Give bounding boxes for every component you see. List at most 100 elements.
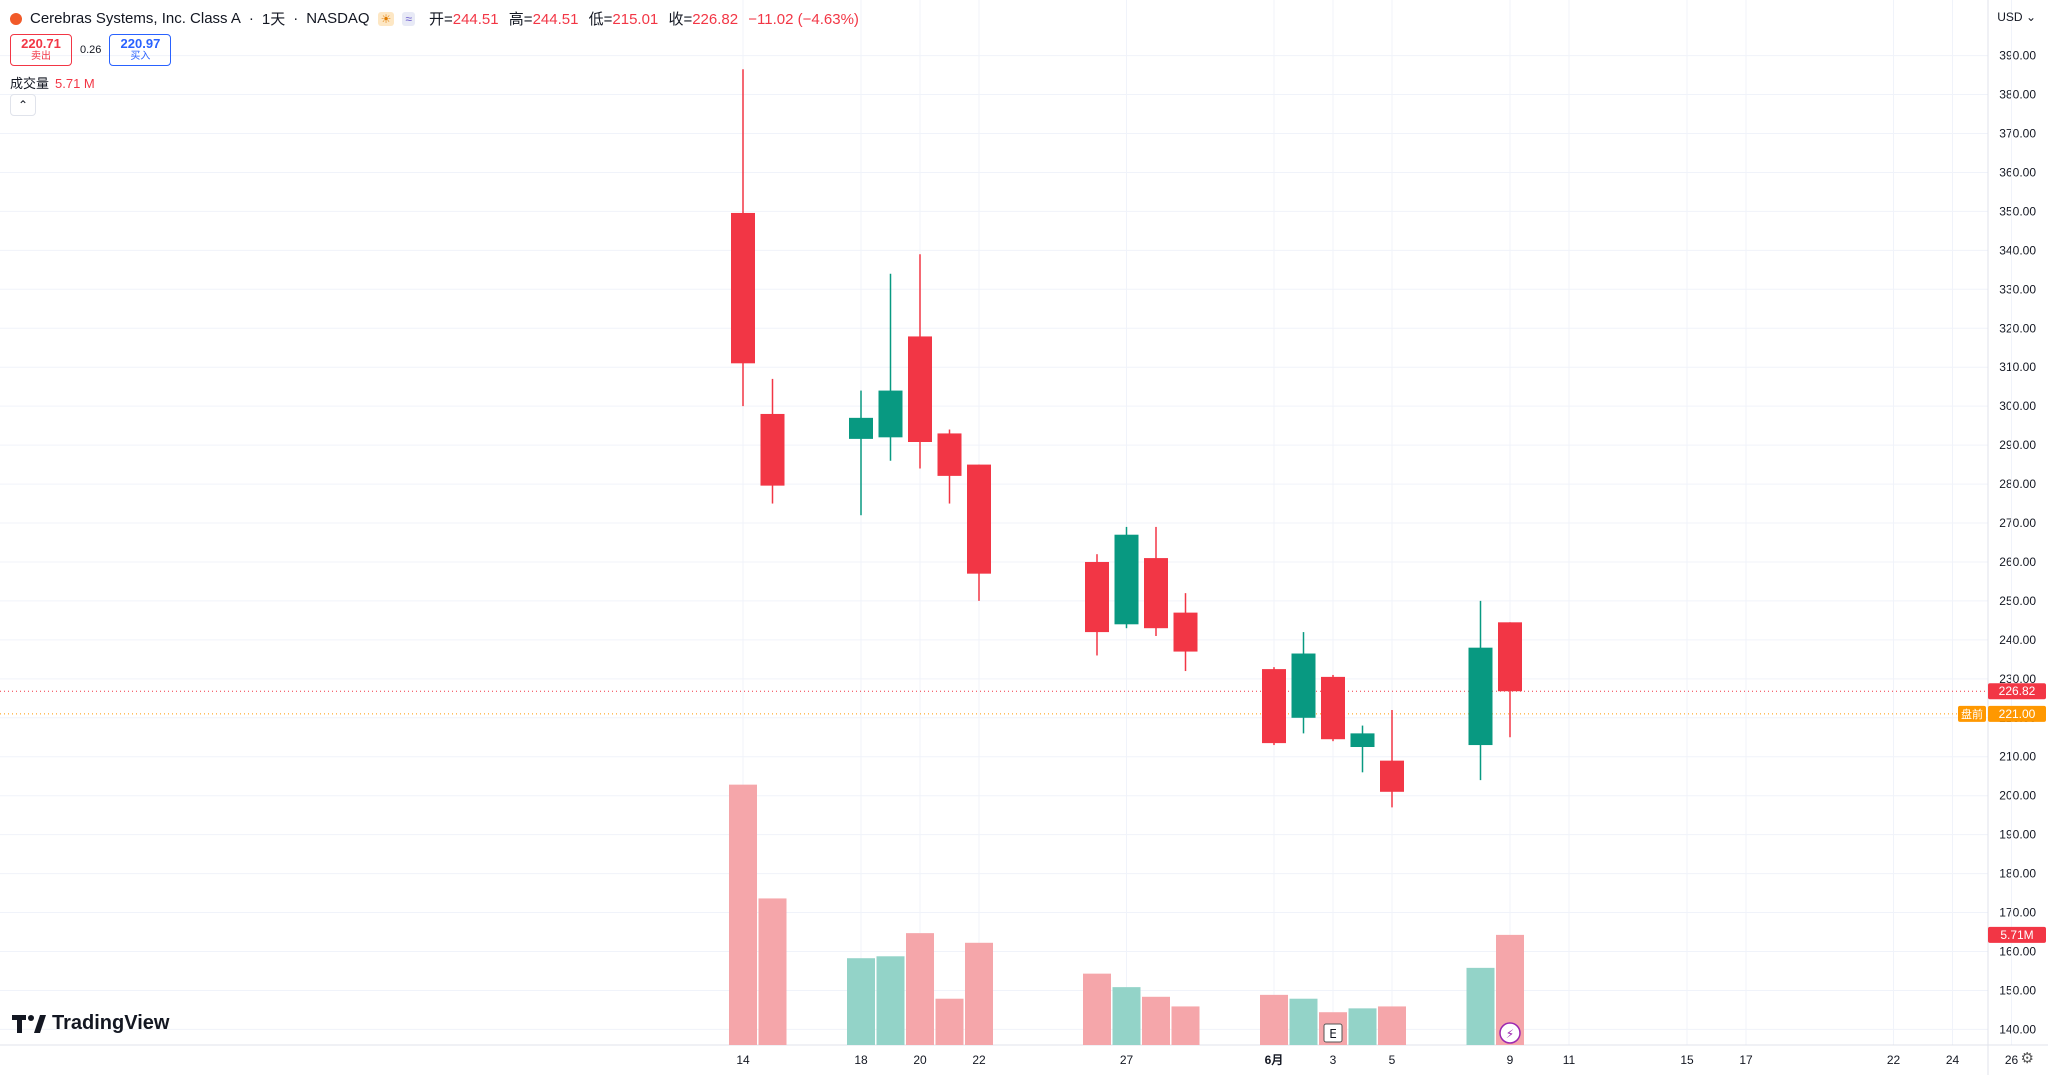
- volume-bar[interactable]: [1378, 1006, 1406, 1045]
- y-tick-label: 350.00: [1999, 204, 2036, 218]
- chart-header: Cerebras Systems, Inc. Class A · 1天 · NA…: [10, 8, 859, 29]
- buy-button[interactable]: 220.97 买入: [109, 34, 172, 66]
- settings-gear-icon[interactable]: ⚙: [2020, 1050, 2034, 1067]
- candle-body[interactable]: [1262, 669, 1286, 744]
- tradingview-icon: [12, 1014, 46, 1033]
- candle-body[interactable]: [1498, 622, 1522, 692]
- earnings-marker-icon[interactable]: [1323, 1023, 1343, 1043]
- x-tick-label: 9: [1507, 1053, 1514, 1067]
- volume-bar[interactable]: [1466, 967, 1495, 1045]
- tradingview-logo[interactable]: TradingView: [12, 1012, 169, 1035]
- last-price-label: 226.82: [1999, 684, 2036, 698]
- y-tick-label: 230.00: [1999, 672, 2036, 686]
- volume-last-tag: [1988, 926, 2046, 943]
- y-tick-label: 310.00: [1999, 360, 2036, 374]
- volume-bar[interactable]: [1112, 987, 1141, 1045]
- volume-bar[interactable]: [1171, 1006, 1200, 1045]
- volume-bar[interactable]: [1142, 996, 1170, 1045]
- y-tick-label: 290.00: [1999, 438, 2036, 452]
- y-tick-label: 160.00: [1999, 945, 2036, 959]
- y-tick-label: 200.00: [1999, 789, 2036, 803]
- x-tick-label: 22: [1887, 1053, 1901, 1067]
- volume-bar[interactable]: [876, 956, 905, 1045]
- x-tick-label: 18: [854, 1053, 868, 1067]
- y-tick-label: 370.00: [1999, 126, 2036, 140]
- y-tick-label: 270.00: [1999, 516, 2036, 530]
- symbol-logo-icon: [10, 12, 22, 25]
- volume-bar[interactable]: [965, 942, 993, 1045]
- candle-body[interactable]: [1114, 534, 1139, 625]
- dividend-marker-icon[interactable]: [1499, 1022, 1521, 1044]
- volume-indicator-legend[interactable]: 成交量 5.71 M: [10, 76, 95, 91]
- y-tick-label: 280.00: [1999, 477, 2036, 491]
- candle-body[interactable]: [1468, 647, 1493, 746]
- candle-body[interactable]: [908, 336, 932, 442]
- candle-body[interactable]: [731, 212, 755, 364]
- x-tick-label: 26: [2005, 1053, 2019, 1067]
- premarket-price-tag: [1988, 705, 2046, 722]
- candle-body[interactable]: [1144, 558, 1168, 629]
- trade-panel: 220.71 卖出 0.26 220.97 买入: [10, 34, 172, 66]
- volume-bar[interactable]: [1348, 1008, 1377, 1045]
- event-marker-label: ⚡: [1506, 1027, 1514, 1041]
- y-tick-label: 360.00: [1999, 165, 2036, 179]
- y-tick-label: 140.00: [1999, 1022, 2036, 1036]
- collapse-legend-button[interactable]: ⌃: [10, 94, 36, 116]
- candle-body[interactable]: [849, 417, 873, 439]
- y-tick-label: 390.00: [1999, 49, 2036, 63]
- last-price-tag: [1988, 683, 2046, 700]
- candle-body[interactable]: [1173, 612, 1198, 652]
- x-tick-label: 14: [736, 1053, 750, 1067]
- event-marker-label: E: [1329, 1027, 1337, 1041]
- exchange-label: NASDAQ: [306, 10, 370, 27]
- volume-bar[interactable]: [1260, 994, 1288, 1045]
- x-tick-label: 3: [1330, 1053, 1337, 1067]
- x-tick-label: 22: [972, 1053, 986, 1067]
- y-tick-label: 260.00: [1999, 555, 2036, 569]
- candle-body[interactable]: [937, 433, 962, 476]
- x-tick-label: 20: [913, 1053, 927, 1067]
- sell-button[interactable]: 220.71 卖出: [10, 34, 72, 66]
- candle-body[interactable]: [967, 464, 991, 574]
- y-tick-label: 150.00: [1999, 983, 2036, 997]
- volume-bar[interactable]: [1083, 973, 1111, 1045]
- x-tick-label: 17: [1739, 1053, 1753, 1067]
- x-tick-label: 11: [1563, 1053, 1576, 1067]
- candle-body[interactable]: [1321, 676, 1345, 740]
- y-tick-label: 210.00: [1999, 750, 2036, 764]
- candle-body[interactable]: [1350, 733, 1375, 748]
- interval-label[interactable]: 1天: [261, 11, 286, 28]
- candle-body[interactable]: [760, 413, 785, 486]
- currency-selector[interactable]: USD ⌄: [1997, 10, 2036, 24]
- volume-bar[interactable]: [935, 998, 964, 1045]
- x-tick-label: 6月: [1265, 1053, 1284, 1067]
- y-tick-label: 250.00: [1999, 594, 2036, 608]
- y-tick-label: 380.00: [1999, 88, 2036, 102]
- premarket-tag-box: [1958, 705, 1986, 722]
- candle-body[interactable]: [1291, 653, 1316, 718]
- y-tick-label: 340.00: [1999, 243, 2036, 257]
- chevron-down-icon: ⌄: [2025, 10, 2036, 24]
- market-status-icon[interactable]: ☀: [377, 11, 395, 26]
- candle-body[interactable]: [1380, 760, 1404, 792]
- x-tick-label: 15: [1680, 1053, 1694, 1067]
- x-tick-label: 24: [1946, 1053, 1960, 1067]
- ohlc-values: 开=244.51 高=244.51 低=215.01 收=226.82 −11.…: [428, 11, 859, 28]
- chevron-up-icon: ⌃: [17, 98, 29, 112]
- candle-body[interactable]: [878, 390, 903, 438]
- y-tick-label: 330.00: [1999, 282, 2036, 296]
- volume-bar[interactable]: [1289, 998, 1318, 1045]
- y-tick-label: 170.00: [1999, 906, 2036, 920]
- change-value: −11.02 (−4.63%): [748, 11, 859, 28]
- premarket-price-label: 221.00: [1999, 707, 2036, 721]
- premarket-tag: 盘前: [1961, 707, 1983, 721]
- spread-value: 0.26: [80, 44, 102, 56]
- data-status-icon[interactable]: ≈: [402, 11, 415, 26]
- volume-bar[interactable]: [847, 958, 875, 1045]
- volume-bar[interactable]: [758, 898, 787, 1045]
- candle-body[interactable]: [1085, 561, 1109, 633]
- symbol-title[interactable]: Cerebras Systems, Inc. Class A: [30, 10, 241, 27]
- volume-bar[interactable]: [906, 933, 934, 1045]
- volume-bar[interactable]: [729, 784, 757, 1045]
